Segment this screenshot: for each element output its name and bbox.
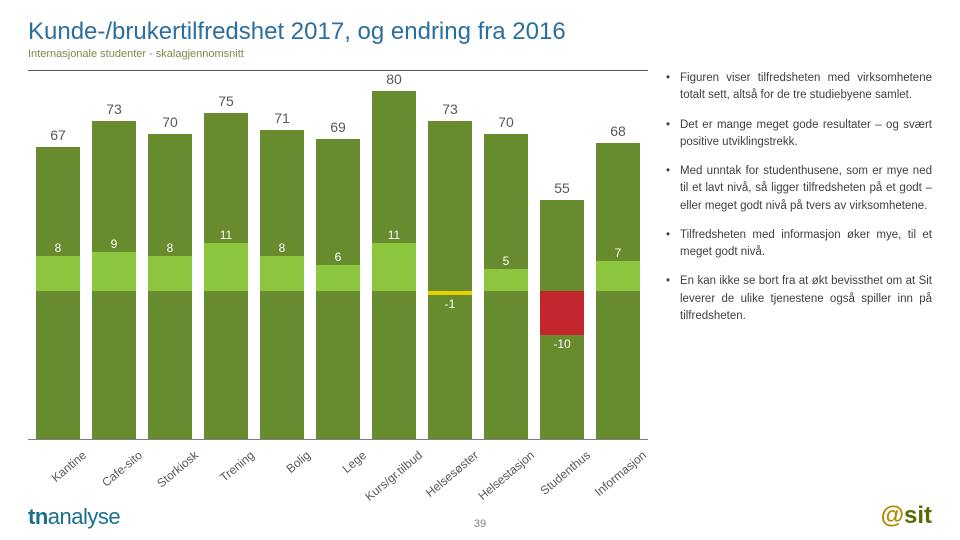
footer: tnanalyse 39 @sit xyxy=(28,500,932,530)
bar-column: 67 8 xyxy=(36,69,80,439)
chart-area: 6787397087511718696801173-170555-10687 K… xyxy=(28,70,648,514)
bar-value-label: 55 xyxy=(540,180,584,196)
bullet-item: Det er mange meget gode resultater – og … xyxy=(666,117,932,152)
bar-column: 73 -1 xyxy=(428,69,472,439)
bar-column: 73 9 xyxy=(92,69,136,439)
delta-negative: -1 xyxy=(428,291,472,295)
bar-chart: 6787397087511718696801173-170555-10687 xyxy=(28,70,648,440)
bar-column: 70 8 xyxy=(148,69,192,439)
bar-value-label: 80 xyxy=(372,71,416,87)
delta-label: -10 xyxy=(540,337,584,351)
delta-label: 8 xyxy=(148,241,192,255)
bar-value-label: 73 xyxy=(92,101,136,117)
bullet-list: Figuren viser tilfredsheten med virksomh… xyxy=(666,70,932,514)
delta-positive: 5 xyxy=(484,269,528,291)
delta-positive: 8 xyxy=(260,256,304,291)
bar-column: 80 11 xyxy=(372,69,416,439)
bullet-item: Tilfredsheten med informasjon øker mye, … xyxy=(666,227,932,262)
bar-main xyxy=(596,143,640,439)
bar-column: 70 5 xyxy=(484,69,528,439)
logo-sit-text: sit xyxy=(904,502,932,529)
delta-positive: 9 xyxy=(92,252,136,291)
delta-label: -1 xyxy=(428,297,472,311)
bar-value-label: 73 xyxy=(428,101,472,117)
delta-positive: 7 xyxy=(596,261,640,291)
bar-value-label: 71 xyxy=(260,110,304,126)
delta-label: 7 xyxy=(596,246,640,260)
logo-sit-icon: @ xyxy=(881,502,904,529)
bar-value-label: 67 xyxy=(36,127,80,143)
page-number: 39 xyxy=(474,518,486,530)
bar-value-label: 75 xyxy=(204,93,248,109)
bar-column: 75 11 xyxy=(204,69,248,439)
delta-positive: 8 xyxy=(36,256,80,291)
delta-label: 5 xyxy=(484,254,528,268)
bar-value-label: 70 xyxy=(148,114,192,130)
slide: Kunde-/brukertilfredshet 2017, og endrin… xyxy=(0,0,960,540)
bar-value-label: 70 xyxy=(484,114,528,130)
page-subtitle: Internasjonale studenter - skalagjennoms… xyxy=(28,48,932,60)
logo-sit: @sit xyxy=(881,502,932,530)
delta-label: 11 xyxy=(204,228,248,242)
delta-positive: 11 xyxy=(372,243,416,291)
delta-label: 11 xyxy=(372,228,416,242)
bar-column: 69 6 xyxy=(316,69,360,439)
logo-left-bold: tn xyxy=(28,504,48,529)
bar-value-label: 68 xyxy=(596,123,640,139)
delta-negative: -10 xyxy=(540,291,584,335)
delta-positive: 8 xyxy=(148,256,192,291)
delta-label: 6 xyxy=(316,250,360,264)
bar-column: 55 -10 xyxy=(540,69,584,439)
delta-label: 8 xyxy=(260,241,304,255)
bullet-item: En kan ikke se bort fra at økt bevissthe… xyxy=(666,273,932,325)
logo-left-rest: analyse xyxy=(48,504,120,529)
bullet-item: Figuren viser tilfredsheten med virksomh… xyxy=(666,70,932,105)
page-title: Kunde-/brukertilfredshet 2017, og endrin… xyxy=(28,18,932,46)
bullet-item: Med unntak for studenthusene, som er mye… xyxy=(666,163,932,215)
delta-positive: 6 xyxy=(316,265,360,291)
delta-label: 8 xyxy=(36,241,80,255)
delta-label: 9 xyxy=(92,237,136,251)
content-row: 6787397087511718696801173-170555-10687 K… xyxy=(28,70,932,514)
bar-value-label: 69 xyxy=(316,119,360,135)
delta-positive: 11 xyxy=(204,243,248,291)
bar-column: 71 8 xyxy=(260,69,304,439)
logo-tnanalyse: tnanalyse xyxy=(28,504,120,530)
bar-column: 68 7 xyxy=(596,69,640,439)
bar-main xyxy=(36,147,80,439)
bar-main xyxy=(428,121,472,439)
